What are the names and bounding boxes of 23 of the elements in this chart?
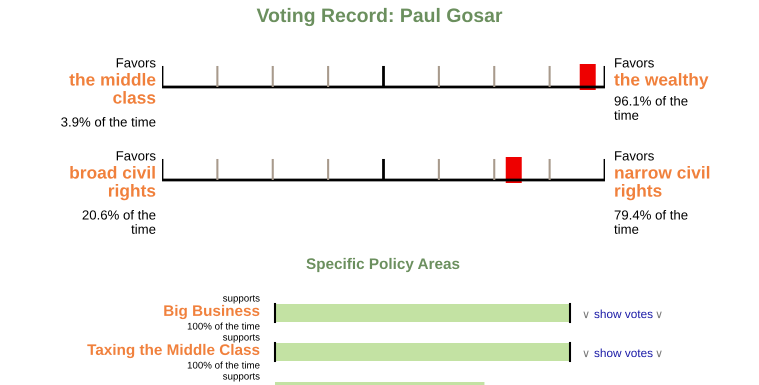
data-label: 96.1% of the time	[614, 96, 688, 120]
text: Favors	[615, 151, 654, 161]
data-label: 3.9% of the time	[61, 116, 156, 127]
category-label: narrow civil rights	[615, 166, 710, 200]
y-tick-label: Big Business	[164, 304, 260, 320]
text: supports	[222, 334, 260, 343]
text: supports	[222, 373, 260, 382]
text: Voting Record: Paul Gosar	[256, 8, 502, 26]
y-tick-label: Taxing the Middle Class	[87, 344, 260, 358]
chart-title: Specific Policy Areas	[306, 258, 460, 272]
text: Favors	[116, 151, 156, 161]
data-label: 100% of the time	[188, 322, 260, 330]
data-label: 100% of the time	[188, 361, 260, 369]
data-label: 20.6% of the time	[82, 210, 156, 234]
text: Favors	[615, 58, 654, 68]
text: ∨ show votes ∨	[583, 348, 662, 358]
category-label: broad civil rights	[70, 166, 156, 200]
text: ∨ show votes ∨	[583, 309, 662, 318]
category-label: the wealthy	[614, 72, 708, 90]
category-label: the middle class	[69, 72, 156, 104]
text: Favors	[116, 58, 156, 68]
text: supports	[222, 295, 260, 304]
data-label: 79.4% of the time	[614, 210, 688, 234]
